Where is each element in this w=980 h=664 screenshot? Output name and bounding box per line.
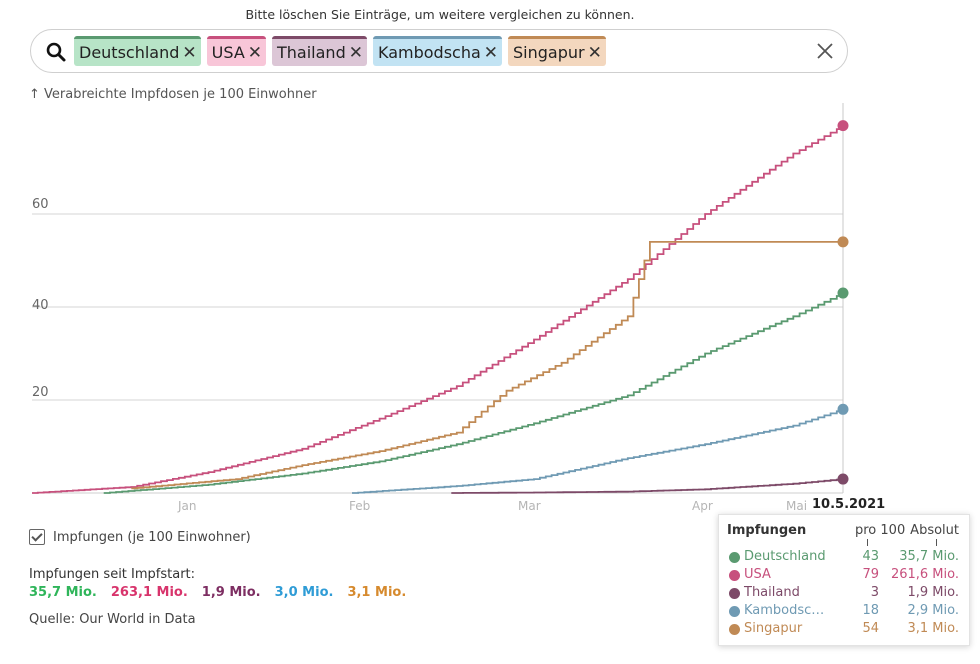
tooltip-absolute: 35,7 Mio. (899, 549, 959, 564)
remove-tag-icon[interactable]: ✕ (348, 42, 363, 63)
tooltip-country: USA (744, 567, 771, 582)
series-end-marker (837, 287, 849, 299)
tooltip-row: Deutschland 43 35,7 Mio. (727, 549, 961, 567)
total-value: 263,1 Mio. (110, 585, 188, 600)
total-value: 3,0 Mio. (274, 585, 334, 600)
tooltip-country: Deutschland (744, 549, 826, 564)
series-line (451, 478, 844, 494)
series-line (103, 293, 844, 494)
country-tag[interactable]: USA ✕ (206, 36, 267, 66)
totals-list: 35,7 Mio. 263,1 Mio. 1,9 Mio. 3,0 Mio. 3,1 M… (29, 585, 406, 600)
x-tick-label: Mai (786, 499, 808, 513)
series-end-marker (837, 403, 849, 415)
tooltip-absolute: 3,1 Mio. (907, 621, 960, 636)
x-tick-label: Apr (692, 499, 713, 513)
x-tick-label: Jan (178, 499, 197, 513)
series-end-marker (837, 120, 849, 132)
tooltip-col-per100: pro 100 (855, 523, 906, 538)
search-icon (46, 42, 66, 62)
tooltip-absolute: 261,6 Mio. (890, 567, 959, 582)
country-tag[interactable]: Deutschland ✕ (74, 36, 201, 66)
country-tag[interactable]: Singapur ✕ (508, 36, 606, 66)
legend-dot (729, 570, 740, 581)
tooltip-country: Singapur (744, 621, 803, 636)
legend-dot (729, 624, 740, 635)
tooltip-row: Singapur 54 3,1 Mio. (727, 621, 961, 639)
hover-date-label: 10.5.2021 (810, 497, 888, 512)
tooltip-col-absolute: Absolut (910, 523, 959, 538)
tooltip-absolute: 2,9 Mio. (907, 603, 960, 618)
source-text: Quelle: Our World in Data (29, 612, 196, 627)
y-tick-label: 60 (32, 197, 49, 212)
tooltip-per100: 18 (862, 603, 879, 618)
hint-text: Bitte löschen Sie Einträge, um weitere v… (245, 7, 635, 22)
legend-dot (729, 588, 740, 599)
series-end-marker (837, 236, 849, 248)
tooltip-row: USA 79 261,6 Mio. (727, 567, 961, 585)
country-tag-label: Singapur (513, 43, 585, 62)
hover-tooltip: Impfungen pro 100 Absolut Deutschland 43 3… (718, 514, 970, 646)
tooltip-country: Kambodsc… (744, 603, 825, 618)
tooltip-row: Thailand 3 1,9 Mio. (727, 585, 961, 603)
series-line (131, 241, 843, 490)
tooltip-column-tick (936, 539, 937, 546)
total-value: 1,9 Mio. (201, 585, 261, 600)
country-tag[interactable]: Thailand ✕ (272, 36, 367, 66)
tooltip-per100: 79 (862, 567, 879, 582)
totals-title: Impfungen seit Impfstart: (29, 567, 196, 582)
total-value: 35,7 Mio. (29, 585, 97, 600)
tooltip-per100: 43 (862, 549, 879, 564)
tooltip-title: Impfungen (727, 523, 807, 538)
remove-tag-icon[interactable]: ✕ (247, 42, 263, 63)
country-search-bar[interactable]: Deutschland ✕ USA ✕ Thailand ✕ Kambodscha ✕ Sing… (30, 29, 848, 73)
country-tag-label: USA (211, 43, 245, 62)
x-tick-label: Mar (518, 499, 541, 513)
x-tick-label: Feb (349, 499, 371, 513)
selected-country-tags: Deutschland ✕ USA ✕ Thailand ✕ Kambodscha ✕ Sing… (74, 36, 606, 66)
checkbox-label: Impfungen (je 100 Einwohner) (53, 529, 251, 545)
series-line (32, 125, 844, 494)
legend-dot (729, 606, 740, 617)
y-axis-title: ↑ Verabreichte Impfdosen je 100 Einwohne… (29, 87, 317, 102)
country-tag-label: Kambodscha (377, 43, 481, 62)
tooltip-per100: 54 (862, 621, 879, 636)
country-tag-label: Deutschland (79, 43, 180, 62)
series-end-marker (837, 473, 849, 485)
checkbox[interactable] (29, 529, 45, 545)
remove-tag-icon[interactable]: ✕ (483, 42, 499, 63)
y-tick-label: 40 (32, 298, 49, 313)
tooltip-column-tick (867, 539, 868, 546)
remove-tag-icon[interactable]: ✕ (182, 42, 197, 63)
tooltip-country: Thailand (744, 585, 800, 600)
close-icon[interactable] (813, 39, 837, 63)
country-tag[interactable]: Kambodscha ✕ (372, 36, 503, 66)
legend-dot (729, 552, 740, 563)
series-line (352, 409, 844, 494)
tooltip-absolute: 1,9 Mio. (907, 585, 960, 600)
y-tick-label: 20 (32, 385, 49, 400)
country-tag-label: Thailand (277, 43, 346, 62)
per100-toggle[interactable]: Impfungen (je 100 Einwohner) (29, 529, 251, 545)
remove-tag-icon[interactable]: ✕ (587, 42, 602, 63)
tooltip-row: Kambodsc… 18 2,9 Mio. (727, 603, 961, 621)
total-value: 3,1 Mio. (347, 585, 407, 600)
tooltip-per100: 3 (870, 585, 879, 600)
tooltip-header: Impfungen pro 100 Absolut (727, 523, 961, 541)
